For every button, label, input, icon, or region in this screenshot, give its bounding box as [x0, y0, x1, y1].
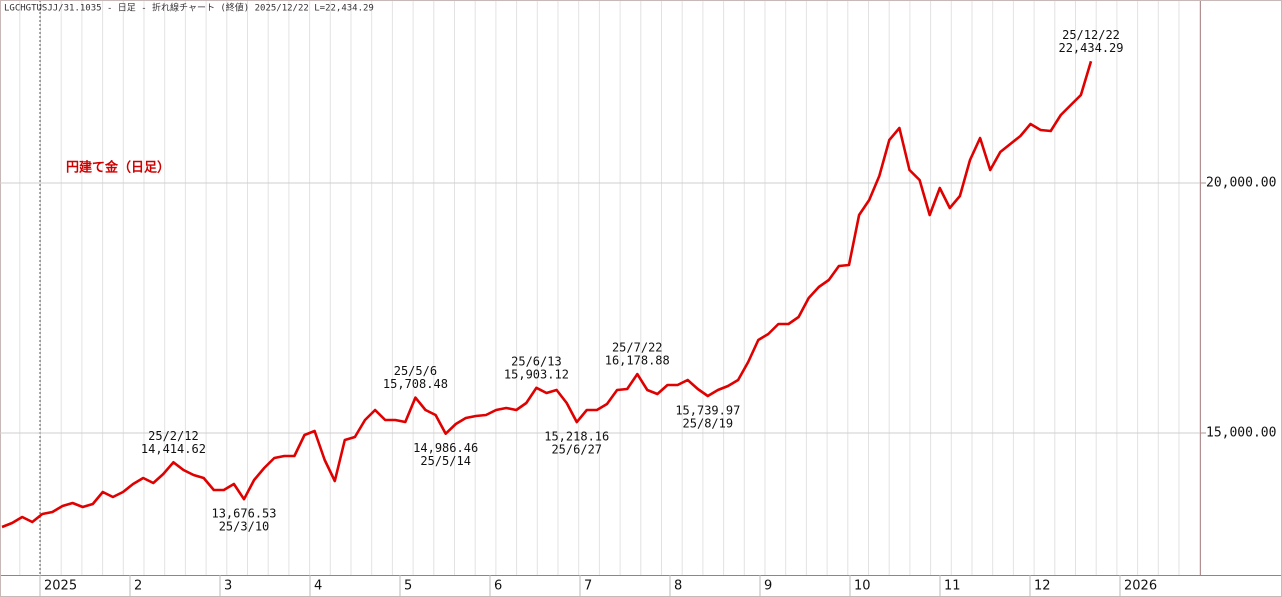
annotation-date: 25/7/22	[612, 341, 663, 355]
annotation-value: 14,986.46	[413, 441, 478, 455]
x-tick-label: 4	[314, 579, 322, 594]
x-tick-label: 5	[404, 579, 412, 594]
x-tick-label: 12	[1034, 579, 1051, 594]
annotation-date: 25/6/13	[511, 354, 562, 368]
x-tick-label: 6	[494, 579, 502, 594]
annotation-value: 15,708.48	[383, 377, 448, 391]
x-tick-label: 7	[584, 579, 592, 594]
annotation-date: 25/2/12	[148, 429, 199, 443]
x-tick-label: 10	[854, 579, 871, 594]
annotation-date: 25/5/6	[394, 364, 437, 378]
annotation-value: 22,434.29	[1058, 41, 1123, 55]
annotation-value: 13,676.53	[211, 507, 276, 521]
week-grid	[0, 0, 1200, 575]
chart-title: LGCHGTUSJJ/31.1035 - 日足 - 折れ線チャート (終値) 2…	[4, 2, 374, 14]
x-tick-label: 2	[134, 579, 142, 594]
annotation-value: 16,178.88	[605, 354, 670, 368]
chart-label: 円建て金（日足）	[66, 160, 170, 176]
x-tick-label: 3	[224, 579, 232, 594]
annotation-date: 25/3/10	[219, 520, 270, 534]
annotation-value: 15,903.12	[504, 367, 569, 381]
x-tick-label: 11	[944, 579, 961, 594]
annotation-date: 25/5/14	[420, 454, 471, 468]
annotation-date: 25/12/22	[1062, 28, 1120, 42]
x-tick-label: 2025	[44, 579, 77, 594]
annotation-value: 15,739.97	[675, 404, 740, 418]
annotation-date: 25/8/19	[683, 417, 734, 431]
y-tick-label: 15,000.00	[1206, 426, 1276, 441]
annotation-date: 25/6/27	[551, 443, 602, 457]
x-tick-label: 9	[764, 579, 772, 594]
annotation-value: 14,414.62	[141, 442, 206, 456]
x-tick-label: 8	[674, 579, 682, 594]
annotation-value: 15,218.16	[544, 430, 609, 444]
y-tick-label: 20,000.00	[1206, 176, 1276, 191]
x-tick-label: 2026	[1124, 579, 1157, 594]
price-line	[1, 60, 1093, 529]
